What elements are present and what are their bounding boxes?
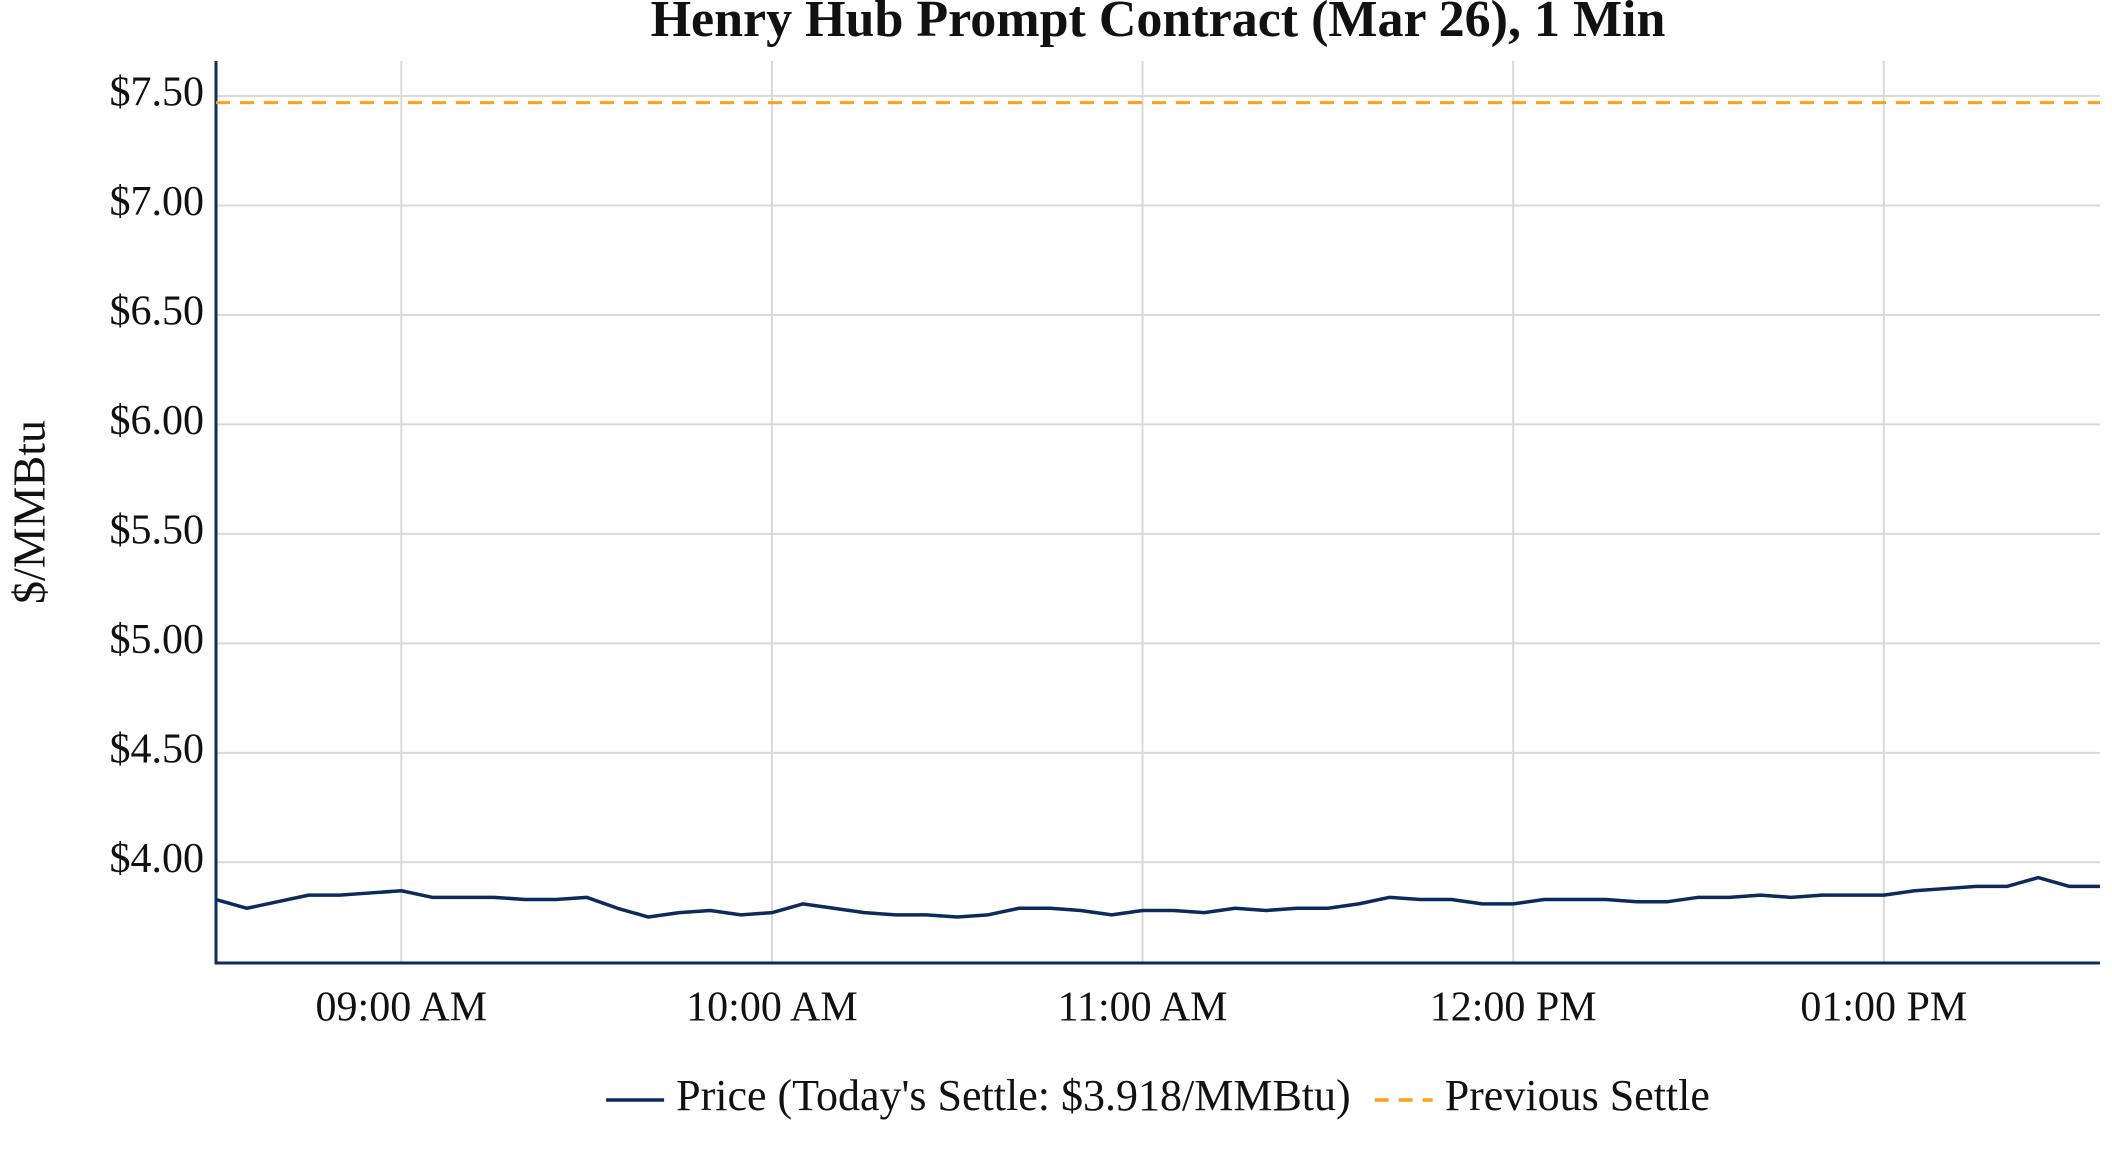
x-tick-label: 01:00 PM (1800, 985, 1967, 1031)
y-tick-label: $5.00 (110, 617, 205, 663)
x-tick-label: 10:00 AM (686, 985, 858, 1031)
x-tick-label: 12:00 PM (1430, 985, 1597, 1031)
legend-label: Price (Today's Settle: $3.918/MMBtu) (676, 1071, 1351, 1120)
y-tick-label: $6.00 (110, 398, 205, 444)
y-tick-label: $4.00 (110, 836, 205, 882)
x-tick-label: 09:00 AM (316, 985, 488, 1031)
y-tick-label: $5.50 (110, 508, 205, 554)
chart-title: Henry Hub Prompt Contract (Mar 26), 1 Mi… (651, 0, 1666, 48)
price-line (215, 875, 2100, 919)
y-axis-label: $/MMBtu (4, 420, 55, 604)
y-tick-label: $4.50 (110, 726, 205, 772)
y-tick-label: $7.00 (110, 179, 205, 225)
y-tick-label: $7.50 (110, 70, 205, 116)
legend-label: Previous Settle (1445, 1071, 1710, 1120)
y-tick-label: $6.50 (110, 289, 205, 335)
x-tick-label: 11:00 AM (1058, 985, 1228, 1031)
